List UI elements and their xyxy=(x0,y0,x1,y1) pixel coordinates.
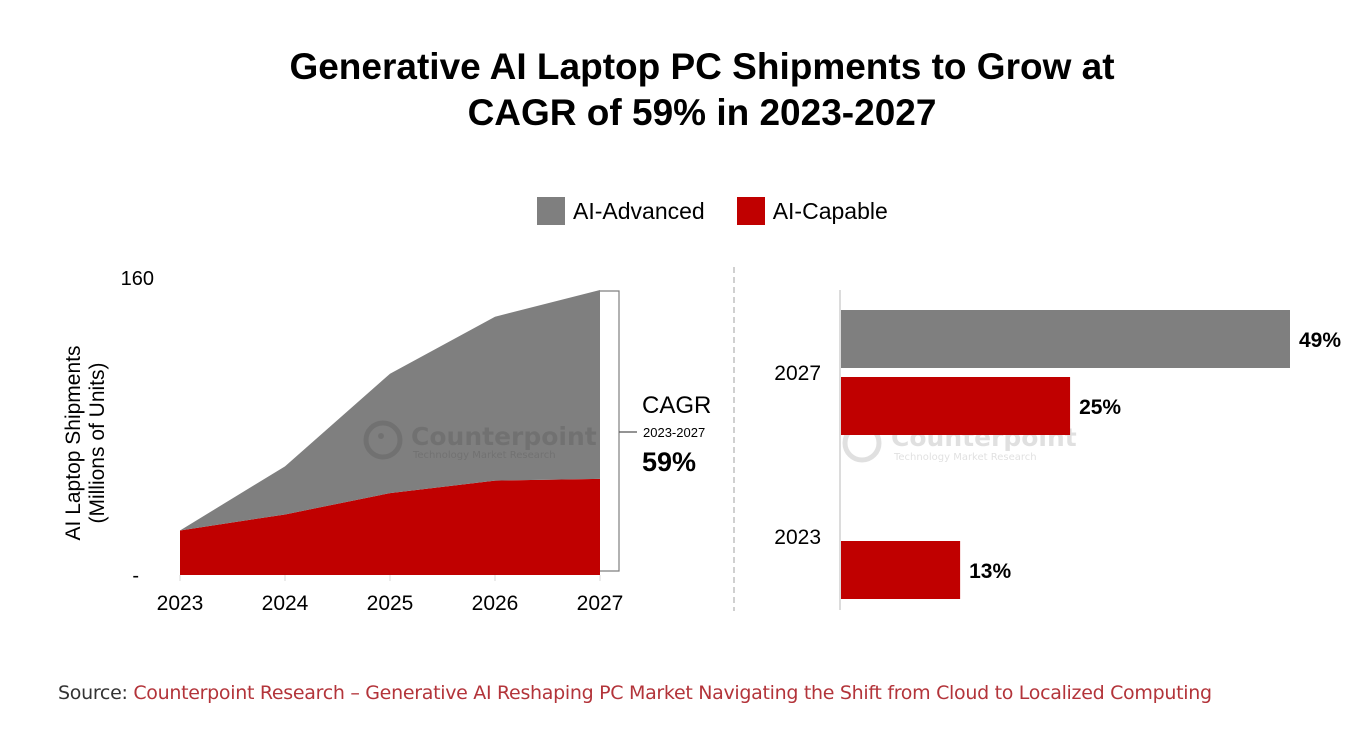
legend-label-ai-advanced: AI-Advanced xyxy=(573,197,705,224)
legend: AI-Advanced AI-Capable xyxy=(537,197,920,225)
chart-title: Generative AI Laptop PC Shipments to Gro… xyxy=(0,44,1360,136)
bar-data-label: 13% xyxy=(969,560,1011,583)
counterpoint-logo-dot xyxy=(378,433,384,439)
x-tick-label: 2025 xyxy=(367,592,414,615)
area-series-ai-advanced xyxy=(180,290,600,531)
bar-category-label: 2023 xyxy=(774,526,821,549)
cagr-bracket xyxy=(600,290,620,572)
x-tick-label: 2023 xyxy=(157,592,204,615)
legend-item-ai-capable: AI-Capable xyxy=(736,197,888,225)
source-line: Source: Counterpoint Research – Generati… xyxy=(58,682,1212,704)
bar-chart: Counterpoint Technology Market Research … xyxy=(774,290,1341,610)
source-prefix: Source: xyxy=(58,682,134,704)
y-tick-label: 160 xyxy=(121,268,154,290)
x-tick-label: 2027 xyxy=(577,592,624,615)
cagr-period: 2023-2027 xyxy=(643,425,705,440)
bar-ai-capable-2027 xyxy=(841,377,1071,435)
x-tick-label: 2024 xyxy=(262,592,309,615)
legend-item-ai-advanced: AI-Advanced xyxy=(537,197,705,225)
watermark-tagline: Technology Market Research xyxy=(893,452,1037,463)
watermark-name: Counterpoint xyxy=(411,422,597,451)
legend-swatch-ai-advanced xyxy=(537,197,565,225)
watermark-tagline: Technology Market Research xyxy=(412,450,556,461)
bar-ai-capable-2023 xyxy=(841,541,961,599)
area-series-ai-capable xyxy=(180,478,600,575)
bar-data-label: 49% xyxy=(1299,329,1341,352)
cagr-label: CAGR xyxy=(642,392,711,419)
watermark-left: Counterpoint Technology Market Research xyxy=(363,420,597,461)
chart-title-line-1: Generative AI Laptop PC Shipments to Gro… xyxy=(289,46,1115,87)
legend-label-ai-capable: AI-Capable xyxy=(772,197,888,224)
bar-ai-advanced-2027 xyxy=(841,310,1290,368)
chart-title-line-2: CAGR of 59% in 2023-2027 xyxy=(467,92,937,133)
y-axis-label-line-2: (Millions of Units) xyxy=(86,362,109,523)
bar-category-label: 2027 xyxy=(774,362,821,385)
y-tick-label: - xyxy=(132,565,139,587)
x-tick-label: 2026 xyxy=(472,592,519,615)
cagr-value: 59% xyxy=(642,447,696,477)
bar-data-label: 25% xyxy=(1079,396,1121,419)
source-link[interactable]: Counterpoint Research – Generative AI Re… xyxy=(133,682,1212,704)
area-chart: AI Laptop Shipments (Millions of Units) … xyxy=(62,268,711,615)
y-axis-label-line-1: AI Laptop Shipments xyxy=(62,346,85,541)
legend-swatch-ai-capable xyxy=(736,197,765,225)
counterpoint-logo-icon xyxy=(363,420,403,460)
